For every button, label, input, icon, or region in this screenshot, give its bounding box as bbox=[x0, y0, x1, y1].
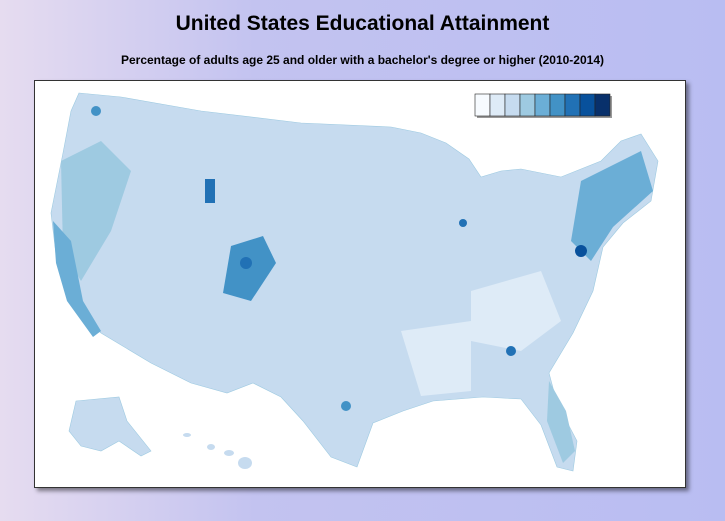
hawaii-island bbox=[183, 433, 191, 437]
metro-denver bbox=[240, 257, 252, 269]
region-appalachia bbox=[471, 271, 561, 351]
legend bbox=[474, 93, 612, 118]
legend-swatch bbox=[534, 93, 551, 117]
alaska bbox=[68, 396, 152, 457]
legend-swatch bbox=[489, 93, 506, 117]
legend-swatch bbox=[504, 93, 521, 117]
legend-swatch bbox=[519, 93, 536, 117]
legend-swatch bbox=[594, 93, 611, 117]
county-idaho bbox=[205, 179, 215, 203]
title: United States Educational Attainment bbox=[175, 12, 550, 35]
contiguous-us bbox=[50, 92, 659, 472]
us-outline bbox=[50, 92, 659, 472]
map bbox=[50, 92, 659, 472]
region-south bbox=[401, 321, 471, 396]
legend-swatch bbox=[579, 93, 596, 117]
metro-seattle bbox=[91, 106, 101, 116]
metro-chicago bbox=[459, 219, 467, 227]
hawaii-island bbox=[207, 444, 215, 450]
legend-swatch bbox=[564, 93, 581, 117]
region-florida bbox=[547, 381, 575, 463]
metro-atlanta bbox=[506, 346, 516, 356]
region-california-coast bbox=[53, 221, 101, 337]
hawaii-island bbox=[224, 450, 234, 456]
metro-austin bbox=[341, 401, 351, 411]
subtitle: Percentage of adults age 25 and older wi… bbox=[120, 53, 604, 67]
region-west-dark bbox=[61, 141, 131, 281]
hawaii-island bbox=[238, 457, 252, 469]
metro-dc bbox=[575, 245, 587, 257]
legend-swatch bbox=[474, 93, 491, 117]
region-northeast bbox=[571, 151, 653, 261]
map-frame bbox=[34, 80, 686, 488]
legend-swatch bbox=[549, 93, 566, 117]
region-colorado bbox=[223, 236, 276, 301]
hawaii bbox=[183, 433, 252, 469]
